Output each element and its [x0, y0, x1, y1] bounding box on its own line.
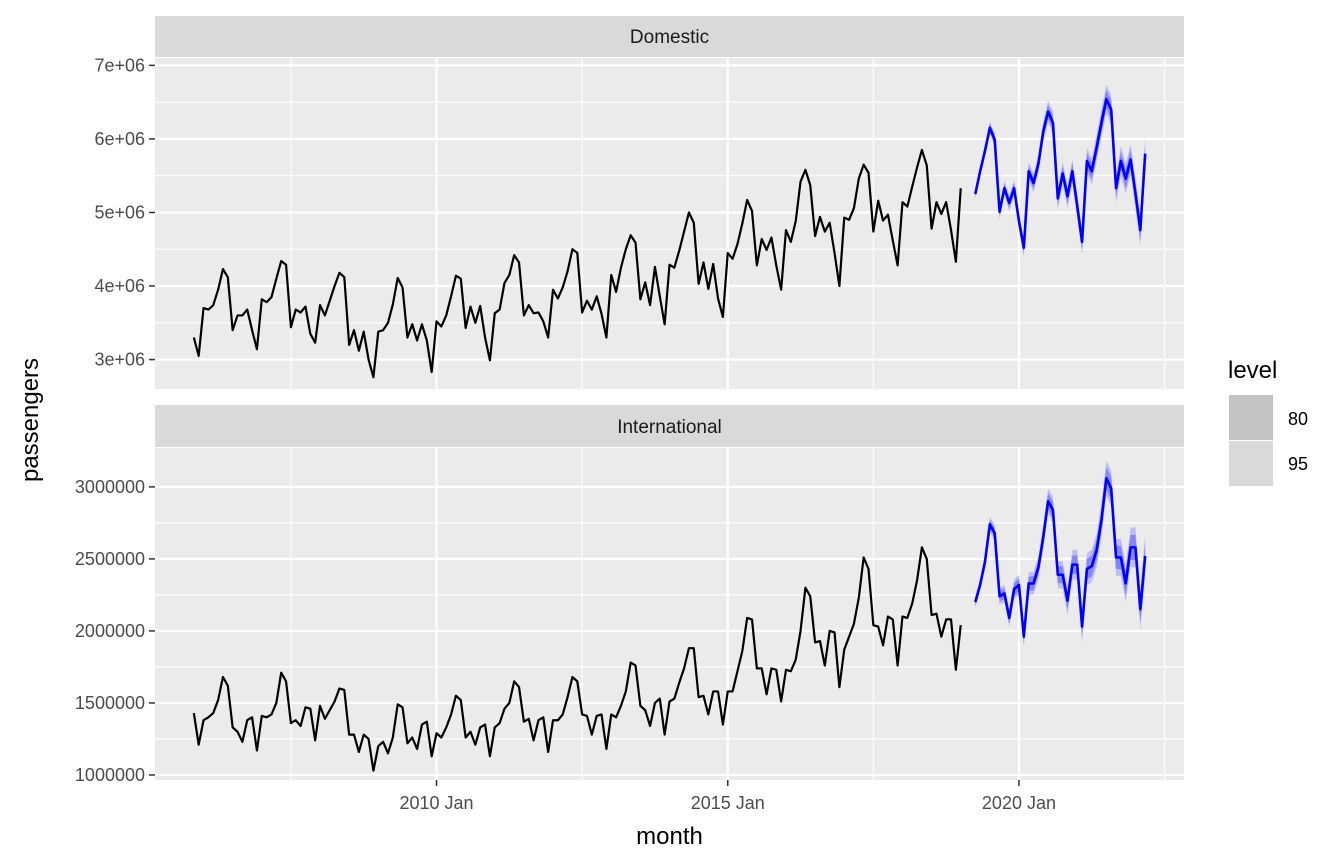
legend-key-80	[1229, 395, 1273, 440]
panel-international: International 1000000 1500000 2000000 25000…	[75, 405, 1184, 785]
y-tick-label: 7e+06	[94, 55, 145, 75]
y-tick-label: 2500000	[75, 549, 145, 569]
strip-domestic	[155, 16, 1184, 57]
legend-title: level	[1228, 357, 1277, 384]
panel-international-gridlines	[155, 448, 1184, 780]
panel-international-y-axis: 1000000 1500000 2000000 2500000 3000000	[75, 477, 155, 785]
strip-domestic-label: Domestic	[630, 27, 709, 48]
history-line	[192, 546, 962, 772]
panel-domestic-y-axis: 3e+06 4e+06 5e+06 6e+06 7e+06	[94, 55, 155, 370]
x-axis: 2010 Jan 2015 Jan 2020 Jan	[399, 780, 1056, 813]
forecast-line	[974, 476, 1147, 638]
legend-label-95: 95	[1288, 454, 1308, 474]
panel-domestic-gridlines	[155, 58, 1184, 389]
x-tick-label: 2010 Jan	[399, 793, 473, 813]
x-tick-label: 2020 Jan	[982, 793, 1056, 813]
x-tick-label: 2015 Jan	[691, 793, 765, 813]
y-tick-label: 3e+06	[94, 350, 145, 370]
panel-domestic-background	[155, 58, 1184, 389]
panel-international-series	[192, 476, 1147, 772]
x-axis-title: month	[636, 823, 703, 850]
panel-domestic: Domestic 3e+06 4e+06 5e+06 6e+06 7e+06	[94, 16, 1184, 389]
strip-international	[155, 405, 1184, 447]
strip-international-label: International	[617, 417, 722, 438]
y-tick-label: 2000000	[75, 621, 145, 641]
y-tick-label: 4e+06	[94, 276, 145, 296]
y-axis-title: passengers	[17, 358, 44, 482]
y-tick-label: 3000000	[75, 477, 145, 497]
y-tick-label: 5e+06	[94, 202, 145, 222]
panel-domestic-series	[192, 97, 1147, 379]
panel-international-background	[155, 448, 1184, 780]
legend-label-80: 80	[1288, 409, 1308, 429]
y-tick-label: 1000000	[75, 765, 145, 785]
legend: level 80 95	[1228, 357, 1308, 486]
forecast-line	[974, 97, 1147, 250]
y-tick-label: 1500000	[75, 693, 145, 713]
legend-key-95	[1229, 441, 1273, 486]
y-tick-label: 6e+06	[94, 129, 145, 149]
history-line	[192, 148, 962, 379]
